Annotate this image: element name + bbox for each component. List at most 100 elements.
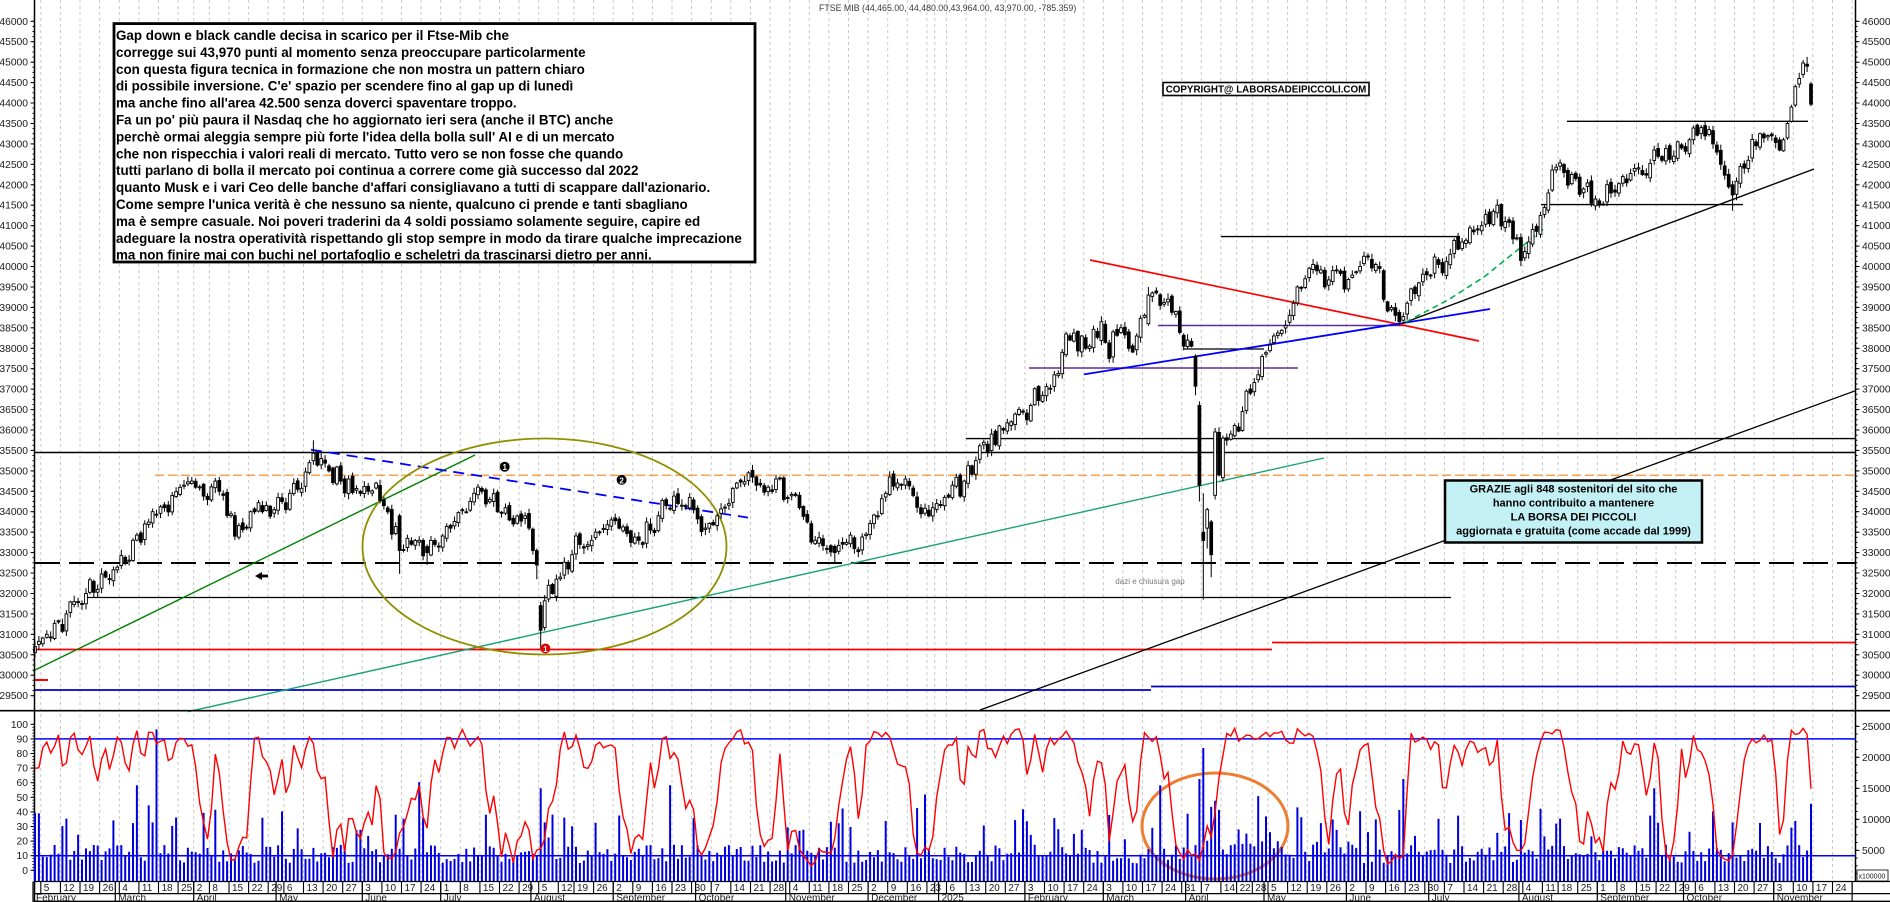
svg-text:3: 3 bbox=[1028, 883, 1034, 894]
svg-text:perchè ormai aleggia sempre pi: perchè ormai aleggia sempre più forte l'… bbox=[116, 129, 615, 144]
svg-text:1: 1 bbox=[502, 463, 507, 472]
svg-text:37000: 37000 bbox=[1862, 385, 1890, 396]
svg-text:Come sempre l'unica verità è c: Come sempre l'unica verità è che nessuno… bbox=[116, 197, 688, 212]
svg-text:25: 25 bbox=[181, 883, 193, 894]
svg-text:24: 24 bbox=[1836, 883, 1848, 894]
svg-text:12: 12 bbox=[63, 883, 75, 894]
svg-text:36500: 36500 bbox=[1862, 405, 1890, 416]
svg-text:LA BORSA DEI PICCOLI: LA BORSA DEI PICCOLI bbox=[1511, 512, 1637, 524]
svg-text:15: 15 bbox=[483, 883, 495, 894]
svg-text:30: 30 bbox=[695, 883, 707, 894]
svg-text:40500: 40500 bbox=[0, 242, 28, 253]
svg-text:41500: 41500 bbox=[1862, 201, 1890, 212]
svg-text:adeguare la nostra operatività: adeguare la nostra operatività rispettan… bbox=[116, 231, 742, 246]
svg-text:44500: 44500 bbox=[1862, 78, 1890, 89]
svg-text:March: March bbox=[118, 893, 146, 902]
svg-text:8: 8 bbox=[1620, 883, 1626, 894]
svg-text:38500: 38500 bbox=[1862, 323, 1890, 334]
svg-text:0: 0 bbox=[22, 866, 28, 877]
svg-text:33000: 33000 bbox=[1862, 548, 1890, 559]
svg-text:17: 17 bbox=[1146, 883, 1158, 894]
svg-text:June: June bbox=[365, 893, 387, 902]
svg-text:May: May bbox=[1267, 893, 1286, 902]
svg-text:29: 29 bbox=[522, 883, 534, 894]
svg-text:35500: 35500 bbox=[0, 446, 28, 457]
svg-text:Gap down e black candle decisa: Gap down e black candle decisa in scaric… bbox=[116, 28, 509, 43]
svg-text:22: 22 bbox=[1659, 883, 1671, 894]
svg-text:31: 31 bbox=[1185, 883, 1197, 894]
svg-text:6: 6 bbox=[1698, 883, 1704, 894]
svg-text:2: 2 bbox=[619, 476, 624, 485]
svg-text:dazi e chiusura gap: dazi e chiusura gap bbox=[1115, 577, 1185, 586]
svg-text:24: 24 bbox=[424, 883, 436, 894]
svg-text:35500: 35500 bbox=[1862, 446, 1890, 457]
svg-text:38500: 38500 bbox=[0, 323, 28, 334]
svg-text:17: 17 bbox=[1067, 883, 1079, 894]
svg-text:70: 70 bbox=[17, 764, 29, 775]
svg-text:9: 9 bbox=[1369, 883, 1375, 894]
svg-text:30500: 30500 bbox=[1862, 650, 1890, 661]
svg-text:18: 18 bbox=[832, 883, 844, 894]
svg-text:September: September bbox=[1600, 893, 1650, 902]
svg-text:44500: 44500 bbox=[0, 78, 28, 89]
svg-text:17: 17 bbox=[405, 883, 417, 894]
svg-text:17: 17 bbox=[1816, 883, 1828, 894]
svg-text:25000: 25000 bbox=[1862, 722, 1890, 733]
svg-text:18: 18 bbox=[1561, 883, 1573, 894]
svg-text:August: August bbox=[534, 893, 565, 902]
svg-text:tutti parlano di bolla il merc: tutti parlano di bolla il mercato poi co… bbox=[116, 163, 638, 178]
svg-text:27: 27 bbox=[1757, 883, 1769, 894]
svg-text:34000: 34000 bbox=[0, 507, 28, 518]
svg-text:22: 22 bbox=[503, 883, 515, 894]
svg-text:31500: 31500 bbox=[0, 609, 28, 620]
svg-text:18: 18 bbox=[162, 883, 174, 894]
svg-text:12: 12 bbox=[1291, 883, 1303, 894]
svg-text:1: 1 bbox=[1600, 883, 1606, 894]
svg-text:14: 14 bbox=[1467, 883, 1479, 894]
svg-text:20: 20 bbox=[989, 883, 1001, 894]
svg-text:4: 4 bbox=[793, 883, 799, 894]
svg-text:28: 28 bbox=[773, 883, 785, 894]
svg-text:38000: 38000 bbox=[0, 344, 28, 355]
svg-text:27: 27 bbox=[1008, 883, 1020, 894]
svg-text:37000: 37000 bbox=[0, 385, 28, 396]
svg-text:21: 21 bbox=[754, 883, 766, 894]
svg-text:2: 2 bbox=[871, 883, 877, 894]
svg-text:34000: 34000 bbox=[1862, 507, 1890, 518]
svg-text:40000: 40000 bbox=[1862, 262, 1890, 273]
svg-text:33500: 33500 bbox=[1862, 528, 1890, 539]
svg-text:June: June bbox=[1349, 893, 1371, 902]
svg-text:39000: 39000 bbox=[1862, 303, 1890, 314]
svg-text:35000: 35000 bbox=[1862, 466, 1890, 477]
svg-text:29: 29 bbox=[1679, 883, 1691, 894]
svg-text:32500: 32500 bbox=[1862, 569, 1890, 580]
svg-text:February: February bbox=[36, 893, 76, 902]
svg-text:1: 1 bbox=[444, 883, 450, 894]
svg-text:37500: 37500 bbox=[0, 364, 28, 375]
svg-text:30500: 30500 bbox=[0, 650, 28, 661]
svg-text:36500: 36500 bbox=[0, 405, 28, 416]
svg-text:9: 9 bbox=[891, 883, 897, 894]
svg-text:10: 10 bbox=[17, 851, 29, 862]
svg-text:35000: 35000 bbox=[0, 466, 28, 477]
svg-text:20: 20 bbox=[326, 883, 338, 894]
svg-text:6: 6 bbox=[287, 883, 293, 894]
svg-text:7: 7 bbox=[714, 883, 720, 894]
svg-text:October: October bbox=[1687, 893, 1723, 902]
svg-text:ma è sempre casuale. Noi pover: ma è sempre casuale. Noi poveri traderin… bbox=[116, 214, 700, 229]
svg-text:che non rispecchia i valori re: che non rispecchia i valori reali di mer… bbox=[116, 146, 623, 161]
svg-text:13: 13 bbox=[307, 883, 319, 894]
svg-text:19: 19 bbox=[577, 883, 589, 894]
svg-text:45000: 45000 bbox=[1862, 58, 1890, 69]
svg-text:31500: 31500 bbox=[1862, 609, 1890, 620]
svg-text:20000: 20000 bbox=[1862, 753, 1890, 764]
svg-text:23: 23 bbox=[930, 883, 942, 894]
svg-text:19: 19 bbox=[83, 883, 95, 894]
svg-text:15000: 15000 bbox=[1862, 784, 1890, 795]
svg-text:50: 50 bbox=[17, 793, 29, 804]
svg-text:38000: 38000 bbox=[1862, 344, 1890, 355]
svg-text:10: 10 bbox=[1796, 883, 1808, 894]
svg-text:29: 29 bbox=[271, 883, 283, 894]
svg-text:39500: 39500 bbox=[0, 283, 28, 294]
svg-text:41500: 41500 bbox=[0, 201, 28, 212]
